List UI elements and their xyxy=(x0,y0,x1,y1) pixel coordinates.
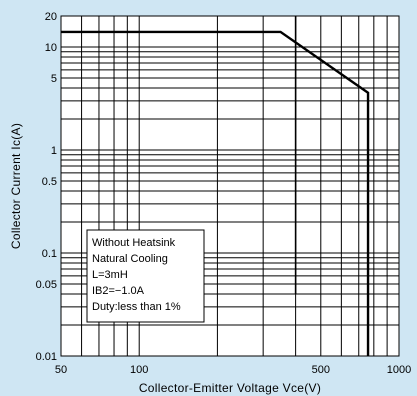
y-tick-label: 0.05 xyxy=(36,279,57,291)
y-tick-label: 10 xyxy=(45,42,57,54)
y-tick-label: 5 xyxy=(51,73,57,85)
x-tick-label: 100 xyxy=(130,364,148,376)
y-tick-label: 20 xyxy=(45,11,57,23)
x-tick-label: 1000 xyxy=(387,364,411,376)
y-axis-label: Collector Current Ic(A) xyxy=(9,123,23,249)
x-axis-label: Collector-Emitter Voltage Vce(V) xyxy=(139,381,321,395)
y-tick-label: 1 xyxy=(51,145,57,157)
x-tick-label: 50 xyxy=(55,364,67,376)
annotation-line-4: IB2=−1.0A xyxy=(92,285,145,297)
annotation-line-5: Duty:less than 1% xyxy=(92,301,181,313)
y-tick-label: 0.5 xyxy=(42,176,57,188)
x-tick-label: 500 xyxy=(312,364,330,376)
annotation-line-3: L=3mH xyxy=(92,269,128,281)
conditions-box-frame xyxy=(86,229,205,323)
annotation-line-2: Natural Cooling xyxy=(92,253,168,265)
conditions-box: Without Heatsink Natural Cooling L=3mH I… xyxy=(86,229,205,323)
series xyxy=(61,30,370,356)
soa-boundary-line xyxy=(61,30,370,356)
y-tick-label: 0.1 xyxy=(42,248,57,260)
annotation-line-1: Without Heatsink xyxy=(92,237,176,249)
tick-labels: 50 100 500 1000 0.01 0.05 0.1 0.5 1 5 10 20 xyxy=(36,11,412,376)
y-tick-label: 0.01 xyxy=(36,351,57,363)
